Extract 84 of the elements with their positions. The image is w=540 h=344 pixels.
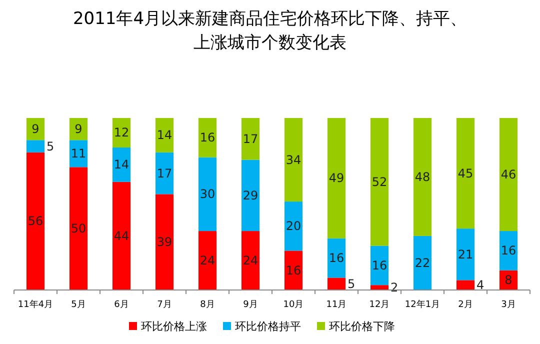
- bar: [241, 160, 260, 232]
- x-tick-label: 12月: [369, 300, 390, 310]
- data-label: 45: [458, 166, 474, 180]
- x-tick-label: 6月: [114, 300, 129, 310]
- x-tick-label: 11年4月: [18, 299, 54, 310]
- x-tick-label: 5月: [71, 300, 86, 310]
- bar: [198, 157, 217, 232]
- data-label: 50: [70, 222, 86, 236]
- bar: [241, 231, 260, 290]
- x-tick-label: 10月: [283, 300, 304, 310]
- bar: [69, 140, 88, 168]
- data-label: 9: [32, 122, 40, 136]
- x-tick-label: 9月: [243, 300, 258, 310]
- bar: [112, 118, 131, 148]
- bar: [370, 246, 389, 286]
- bar: [198, 231, 217, 290]
- x-tick-label: 7月: [157, 300, 172, 310]
- bar: [413, 236, 432, 290]
- data-label: 17: [156, 166, 172, 180]
- data-label: 14: [114, 158, 130, 172]
- data-label: 11: [70, 146, 86, 161]
- data-label: 20: [286, 219, 302, 234]
- bar: [370, 285, 389, 290]
- data-label: 49: [328, 171, 344, 186]
- data-label: 24: [242, 254, 258, 268]
- data-label: 5: [46, 139, 54, 154]
- data-label: 14: [156, 128, 172, 142]
- bar: [327, 118, 346, 238]
- data-label: 52: [372, 174, 388, 189]
- data-label: 22: [414, 256, 430, 270]
- data-label: 17: [242, 132, 258, 146]
- x-tick-label: 12年1月: [404, 299, 440, 310]
- bar: [284, 202, 303, 251]
- bar: [370, 118, 389, 246]
- bar: [26, 152, 45, 290]
- bar: [413, 118, 432, 236]
- bar: [155, 194, 174, 290]
- bar: [456, 228, 475, 280]
- bar: [112, 182, 131, 290]
- x-tick-label: 11月: [326, 300, 347, 310]
- data-label: 21: [458, 247, 474, 262]
- data-label: 34: [286, 152, 302, 167]
- bar: [327, 278, 346, 290]
- data-label: 29: [242, 188, 258, 202]
- data-label: 39: [156, 235, 172, 250]
- bar: [26, 118, 45, 140]
- legend-label: 环比价格上涨: [141, 320, 207, 333]
- data-label: 16: [372, 258, 388, 272]
- data-label: 44: [114, 228, 130, 243]
- data-label: 30: [200, 187, 216, 202]
- bar: [155, 152, 174, 194]
- bar: [284, 250, 303, 290]
- legend-label: 环比价格持平: [235, 320, 301, 333]
- data-label: 56: [28, 214, 44, 228]
- bar: [327, 238, 346, 278]
- bar: [499, 231, 518, 270]
- bar: [155, 118, 174, 152]
- bar: [456, 118, 475, 229]
- bar: [69, 167, 88, 290]
- data-label: 24: [200, 254, 216, 268]
- data-label: 16: [500, 244, 516, 258]
- data-label: 4: [476, 278, 484, 292]
- bar: [241, 118, 260, 160]
- data-label: 16: [328, 251, 344, 266]
- x-tick-label: 8月: [200, 300, 215, 310]
- data-label: 46: [500, 168, 516, 182]
- bar: [26, 140, 45, 152]
- bar: [112, 147, 131, 182]
- chart-title: 2011年4月以来新建商品住宅价格环比下降、持平、上涨城市个数变化表: [72, 9, 468, 53]
- bar: [499, 118, 518, 232]
- data-label: 9: [74, 122, 82, 136]
- data-label: 12: [114, 126, 130, 140]
- data-label: 48: [414, 170, 430, 184]
- x-tick-label: 2月: [458, 300, 473, 310]
- bar: [198, 118, 217, 158]
- data-label: 16: [200, 130, 216, 145]
- data-label: 16: [286, 263, 302, 278]
- data-label: 8: [504, 273, 512, 288]
- x-tick-label: 3月: [501, 300, 516, 310]
- bar: [69, 118, 88, 140]
- legend-label: 环比价格下降: [329, 320, 395, 333]
- bar: [284, 118, 303, 202]
- bar: [456, 280, 475, 290]
- data-label: 5: [348, 276, 356, 291]
